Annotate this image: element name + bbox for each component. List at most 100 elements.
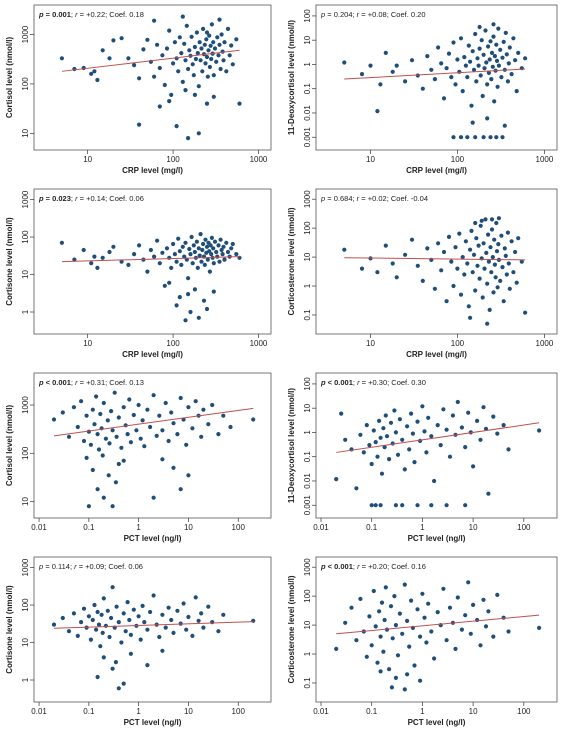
data-point	[459, 425, 464, 430]
data-point	[114, 604, 119, 609]
data-point	[204, 54, 210, 60]
data-point	[190, 426, 195, 431]
data-point	[194, 30, 199, 35]
data-point	[537, 625, 542, 631]
x-axis-title: PCT level (ng/l)	[124, 534, 182, 543]
data-point	[202, 262, 207, 267]
data-point	[188, 309, 193, 315]
stats-separator: ;	[387, 378, 391, 387]
y-tick-label: 10	[21, 497, 30, 506]
data-point	[116, 415, 121, 420]
data-point	[402, 582, 407, 587]
data-point	[167, 280, 172, 285]
data-point	[81, 606, 87, 611]
data-point	[394, 275, 399, 280]
x-tick-label: 0.1	[83, 523, 95, 532]
plot-frame	[33, 188, 272, 335]
data-point	[175, 608, 180, 613]
data-point	[490, 255, 495, 260]
data-point	[397, 611, 402, 616]
stats-separator: ;	[353, 378, 357, 387]
data-point	[466, 43, 471, 48]
data-point	[51, 622, 57, 627]
data-point	[506, 61, 511, 66]
data-point	[463, 613, 468, 618]
data-point	[186, 473, 191, 478]
x-axis-title: CRP level (mg/l)	[406, 166, 467, 175]
data-point	[88, 637, 93, 642]
data-point	[476, 63, 481, 68]
x-axis-title: CRP level (mg/l)	[406, 350, 467, 359]
data-point	[501, 615, 506, 620]
data-point	[126, 262, 131, 267]
data-point	[489, 217, 495, 222]
data-point	[142, 620, 147, 625]
data-point	[485, 82, 490, 87]
stats-annotation: p = 0.684; r = +0.02; Coef. -0.04	[320, 194, 428, 203]
data-point	[494, 135, 499, 140]
data-point	[501, 39, 506, 45]
data-point	[390, 636, 395, 641]
data-point	[204, 306, 210, 312]
data-point	[94, 394, 99, 399]
data-point	[209, 22, 214, 27]
data-point	[459, 627, 464, 632]
data-point	[251, 618, 256, 623]
data-point	[196, 84, 201, 89]
data-point	[473, 135, 478, 140]
regression-line	[61, 256, 240, 263]
stats-coef: Coef. 0.13	[109, 378, 144, 387]
data-point	[473, 31, 478, 37]
x-tick-label: 1	[420, 707, 425, 716]
data-point	[218, 66, 223, 72]
data-point	[405, 424, 410, 429]
data-point	[148, 424, 153, 430]
data-point	[463, 63, 468, 68]
data-point	[172, 40, 177, 45]
data-point	[439, 268, 444, 273]
y-tick-label: 0.1	[303, 677, 312, 689]
data-point	[148, 609, 153, 615]
data-point	[343, 437, 348, 442]
data-point	[192, 92, 197, 97]
y-tick-label: 10	[21, 128, 30, 137]
data-point	[477, 24, 482, 30]
y-axis-title: Cortisol level (nmol/l)	[5, 36, 14, 118]
data-point	[415, 503, 420, 508]
data-point	[111, 244, 116, 249]
data-point	[204, 101, 210, 106]
data-point	[164, 246, 170, 251]
x-axis-title: PCT level (ng/l)	[408, 718, 466, 727]
data-point	[174, 303, 179, 308]
y-tick-label: 1	[21, 677, 30, 682]
data-point	[211, 73, 216, 78]
data-point	[499, 75, 504, 80]
stats-r-value: = +0.08	[361, 10, 386, 19]
scatter-panel-4: 10 100 1000 0.1 1 10 100 1000 CRP level (mg/l) Co…	[287, 188, 558, 359]
y-tick-label: 1000	[21, 396, 30, 414]
data-point	[196, 618, 201, 623]
data-point	[193, 595, 198, 600]
data-point	[466, 410, 471, 415]
data-point	[183, 318, 188, 323]
data-point	[151, 495, 156, 500]
stats-r-value: = +0.20	[362, 562, 387, 571]
stats-p-value: = 0.023	[46, 194, 71, 203]
data-point	[458, 135, 464, 140]
data-point	[392, 408, 397, 413]
data-point	[140, 418, 145, 423]
data-point	[222, 40, 227, 45]
data-point	[489, 270, 494, 275]
data-point	[491, 414, 496, 419]
y-axis-title: Cortisone level (nmol/l)	[5, 585, 14, 674]
data-point	[395, 452, 401, 457]
plot-frame	[33, 4, 272, 151]
data-point	[478, 223, 483, 228]
data-point	[136, 614, 141, 619]
data-point	[453, 646, 458, 652]
data-point	[177, 295, 182, 300]
data-point	[96, 447, 102, 452]
data-point	[207, 269, 212, 274]
y-tick-label: 0.01	[303, 473, 312, 489]
